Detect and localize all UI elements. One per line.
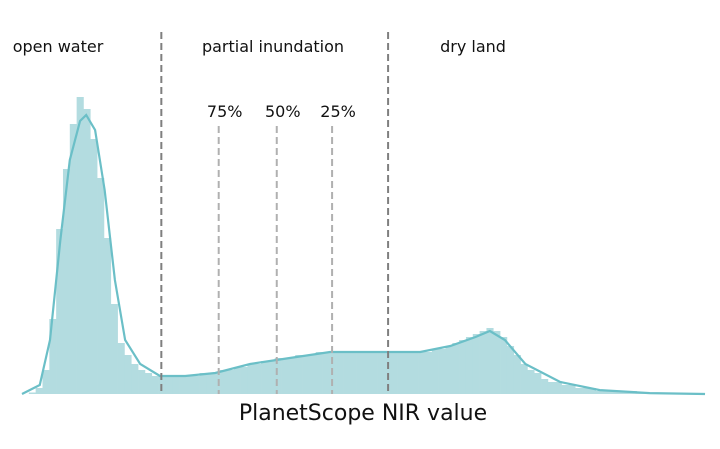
x-axis-label: PlanetScope NIR value (239, 401, 487, 426)
histogram-bar (356, 352, 364, 394)
histogram-bar (124, 355, 132, 394)
histogram-bar (541, 379, 549, 394)
histogram-bar (247, 364, 255, 394)
histogram-bar (377, 352, 385, 394)
histogram-bar (151, 376, 159, 394)
histogram-bar (582, 388, 590, 394)
histogram-bar (199, 373, 207, 394)
histogram-bar (315, 352, 323, 394)
histogram-bar (56, 229, 64, 394)
histogram-bar (343, 352, 351, 394)
histogram-bar (144, 373, 153, 394)
histogram-bar (452, 343, 460, 394)
histogram-bar (138, 370, 146, 394)
histogram-bar (575, 388, 583, 394)
histogram-bar (520, 364, 528, 394)
histogram-bar (267, 361, 276, 394)
histogram-bar (568, 385, 576, 394)
histogram-bar (35, 388, 43, 394)
histogram-bar (76, 97, 84, 394)
kde-line (21, 113, 706, 396)
histogram-bar (500, 337, 508, 394)
histogram-bar (69, 124, 77, 394)
histogram-bar (438, 349, 446, 394)
histogram-bar (390, 352, 398, 394)
histogram-bar (602, 391, 610, 394)
histogram-bar (131, 364, 139, 394)
histogram-bar (616, 391, 624, 394)
histogram-bar (459, 340, 467, 394)
histogram-bar (185, 376, 194, 394)
histogram-bar (431, 349, 439, 394)
histogram-bar (42, 370, 50, 394)
histogram-bar (49, 319, 57, 394)
histogram-bar (588, 388, 597, 394)
histogram-bar (83, 109, 91, 394)
histogram-bar (349, 352, 357, 394)
histogram-bar (472, 334, 480, 394)
histogram-bar (493, 331, 501, 394)
histogram-bar (302, 355, 310, 394)
histogram-bar (288, 358, 296, 394)
histogram-bar (90, 139, 98, 394)
histogram-bar (513, 355, 521, 394)
histogram-bar (424, 352, 433, 394)
histogram-bar (226, 370, 235, 394)
histogram-bar (554, 382, 562, 394)
histogram-bar (28, 392, 36, 394)
histogram-bar (411, 352, 419, 394)
histogram-bar (363, 352, 371, 394)
histogram-bar (534, 373, 542, 394)
histogram-bar (192, 376, 200, 394)
histogram-bar (117, 343, 125, 394)
inundation-label: 50% (265, 102, 301, 121)
histogram-bar (295, 355, 303, 394)
histogram-bar (165, 376, 173, 394)
histogram-bar (97, 178, 105, 394)
inundation-label: 25% (320, 102, 356, 121)
histogram-bar (220, 370, 228, 394)
histogram-bar (261, 361, 269, 394)
histogram-bar (479, 331, 487, 394)
histogram-bar (240, 367, 248, 394)
histogram-bar (308, 355, 316, 394)
histogram-bar (206, 373, 214, 394)
histogram-bar (370, 352, 378, 394)
histogram-bar (486, 328, 494, 394)
histogram-bar (179, 376, 187, 394)
region-label: partial inundation (202, 37, 344, 56)
histogram-bar (527, 370, 535, 394)
histogram-bar (595, 391, 603, 394)
region-label: open water (13, 37, 104, 56)
histogram-bar (213, 373, 221, 394)
histogram-bar (103, 238, 112, 394)
histogram-bar (465, 337, 474, 394)
histogram-bar (322, 352, 330, 394)
histogram-bar (110, 304, 118, 394)
histogram-bar (418, 352, 426, 394)
histogram-bar (397, 352, 405, 394)
histogram-bar (404, 352, 412, 394)
inundation-label: 75% (207, 102, 243, 121)
histogram-bar (336, 352, 344, 394)
histogram-bar (172, 376, 180, 394)
histogram-bar (281, 358, 289, 394)
histogram-bar (445, 346, 453, 394)
region-label: dry land (440, 37, 506, 56)
histogram-bar (547, 382, 556, 394)
histogram-bar (506, 346, 515, 394)
histogram-bar (62, 169, 71, 394)
histogram-bar (561, 385, 569, 394)
histogram-bar (609, 391, 617, 394)
histogram-bar (233, 367, 241, 394)
histogram-bar (274, 358, 282, 394)
histogram-bar (254, 364, 262, 394)
